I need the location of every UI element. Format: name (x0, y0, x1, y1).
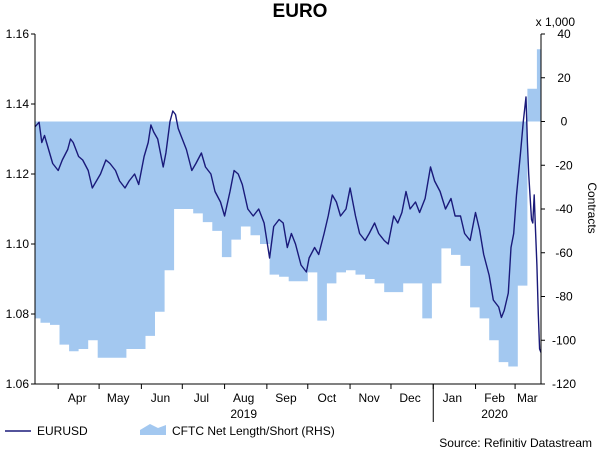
right-axis-tick-label: -20 (555, 158, 573, 172)
legend: EURUSD CFTC Net Length/Short (RHS) (5, 424, 335, 438)
left-axis-tick-label: 1.10 (6, 237, 30, 251)
right-axis-tick-label: -40 (555, 202, 573, 216)
right-axis-tick-label: -120 (552, 377, 576, 391)
right-axis-tick-label: 0 (561, 115, 568, 129)
x-axis-year-label: 2019 (230, 407, 257, 421)
x-axis-year-label: 2020 (481, 407, 508, 421)
left-axis-tick-label: 1.16 (6, 27, 30, 41)
x-axis-month-label: Apr (68, 391, 87, 405)
x-axis-month-label: Oct (318, 391, 337, 405)
x-axis-month-label: Jun (151, 391, 170, 405)
right-axis-title: Contracts (585, 182, 599, 233)
right-axis-tick-label: -100 (552, 333, 576, 347)
cftc-area-series (35, 49, 541, 367)
right-axis-tick-label: 20 (557, 71, 571, 85)
x-axis-month-label: Feb (484, 391, 505, 405)
x-axis-month-label: Dec (399, 391, 420, 405)
legend-eurusd-label: EURUSD (37, 424, 88, 438)
x-axis-month-label: Aug (233, 391, 254, 405)
right-axis-tick-label: -80 (555, 290, 573, 304)
axes: 1.06 1.08 1.10 1.12 1.14 1.16 -120 -100 -80 -60 -4… (6, 27, 576, 422)
eurusd-line-series (34, 96, 542, 353)
x-axis-month-label: May (107, 391, 130, 405)
right-axis-tick-label: -60 (555, 246, 573, 260)
x-axis-month-label: Mar (517, 391, 538, 405)
x-axis-month-label: Jan (443, 391, 462, 405)
x-axis-month-label: Sep (275, 391, 297, 405)
left-axis-tick-label: 1.08 (6, 307, 30, 321)
right-axis-tick-label: 40 (557, 27, 571, 41)
plot-area (34, 49, 542, 367)
legend-cftc-swatch (140, 424, 166, 435)
left-axis-tick-label: 1.12 (6, 167, 30, 181)
left-axis-tick-label: 1.06 (6, 377, 30, 391)
x-axis-month-label: Nov (358, 391, 379, 405)
chart-title: EURO (273, 1, 328, 22)
legend-cftc-label: CFTC Net Length/Short (RHS) (172, 424, 335, 438)
x-axis-month-label: Jul (194, 391, 209, 405)
source-note: Source: Refinitiv Datastream (439, 436, 592, 450)
right-axis-unit-label: x 1,000 (536, 15, 576, 29)
left-axis-tick-label: 1.14 (6, 97, 30, 111)
